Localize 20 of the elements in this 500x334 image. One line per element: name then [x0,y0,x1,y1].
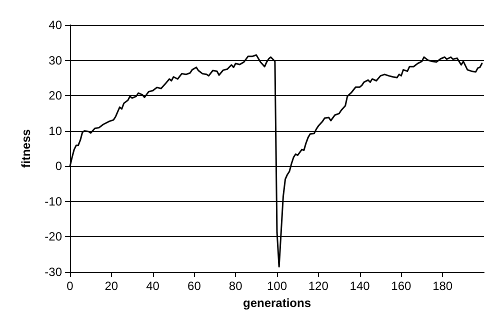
x-tick-label: 100 [266,279,288,293]
x-tick-label: 40 [146,279,160,293]
y-tick-label: -20 [44,230,62,244]
x-tick-label: 120 [308,279,329,293]
x-tick-label: 20 [104,279,118,293]
x-tick-label: 80 [228,279,243,293]
y-tick-label: 0 [55,159,62,174]
y-tick-label: -30 [44,265,62,279]
x-tick-label: 160 [391,279,412,293]
x-tick-label: 180 [432,279,453,293]
x-axis-title: generations [242,296,312,310]
x-tick-label: 0 [66,279,74,293]
y-tick-label: 20 [48,88,62,103]
y-tick-label: 10 [48,124,62,138]
x-tick-label: 140 [350,279,370,293]
y-tick-label: 40 [48,18,62,32]
y-tick-label: 30 [48,53,62,68]
y-tick-label: -10 [44,194,62,208]
y-axis-title: fitness [19,128,33,168]
x-tick-label: 60 [188,279,202,293]
